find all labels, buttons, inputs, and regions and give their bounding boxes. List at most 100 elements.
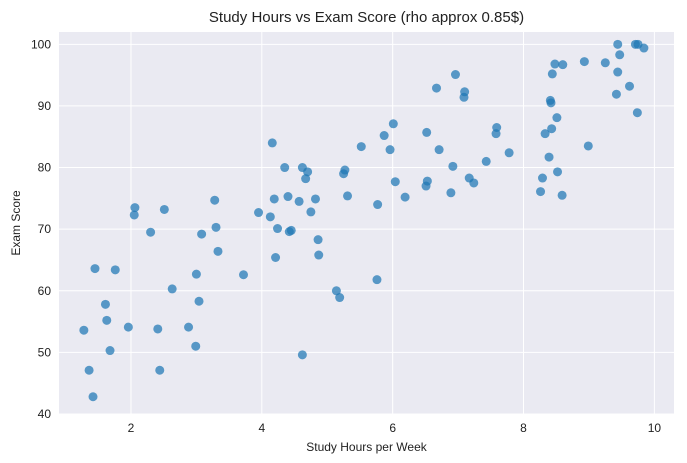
data-point [153,324,163,334]
data-point [306,207,316,217]
x-tick-label: 4 [258,421,265,435]
data-point [388,119,398,129]
data-point [280,163,290,173]
x-tick-label: 2 [128,421,135,435]
data-point [625,81,635,91]
data-point [504,148,514,158]
data-point [194,296,204,306]
data-point [211,222,221,232]
data-point [335,293,345,303]
data-point [546,98,556,108]
data-point [254,208,264,218]
data-point [422,127,432,137]
data-point [167,284,177,294]
data-point [191,341,201,351]
data-point [90,264,100,274]
data-point [267,138,277,148]
data-point [547,69,557,79]
data-point [191,269,201,279]
y-tick-label: 60 [38,284,52,298]
data-point [159,204,169,214]
data-point [343,191,353,201]
data-point [632,108,642,118]
data-point [400,192,410,202]
data-point [639,43,649,53]
data-point [269,194,279,204]
data-point [184,322,194,332]
data-point [450,70,460,80]
data-point [446,188,456,198]
data-point [611,89,621,99]
gridlines [59,32,674,415]
data-point [469,178,479,188]
data-point [294,196,304,206]
y-axis-label: Exam Score [9,190,23,256]
data-point [297,350,307,360]
data-point [434,145,444,155]
data-point [303,167,313,177]
data-point [88,392,98,402]
data-point [492,123,502,132]
data-point [600,58,610,68]
y-tick-label: 50 [38,345,52,359]
x-tick-label: 6 [389,421,396,435]
data-point [340,165,350,175]
data-point [448,161,458,171]
y-tick-label: 70 [38,222,52,236]
data-point [331,286,341,296]
data-point [615,50,625,60]
data-point [536,187,546,197]
x-tick-label: 8 [520,421,527,435]
data-point [105,346,115,356]
data-point [197,229,207,239]
data-point [372,275,382,285]
data-point [373,200,383,210]
data-point [550,59,560,69]
y-tick-label: 100 [31,37,51,51]
data-point [286,225,296,235]
data-point [460,87,470,97]
data-point [422,176,432,186]
y-tick-label: 80 [38,161,52,175]
chart-title: Study Hours vs Exam Score (rho approx 0.… [209,9,524,26]
data-point [553,167,563,177]
data-point [379,131,389,141]
y-tick-label: 90 [38,99,52,113]
data-point [155,365,165,375]
x-tick-label: 10 [648,421,662,435]
data-point [239,270,248,280]
x-axis-label: Study Hours per Week [306,440,427,454]
data-point [213,246,223,256]
data-point [265,212,275,222]
data-point [481,156,491,166]
plot-background [59,32,674,414]
data-points [79,39,649,402]
data-point [210,195,220,205]
data-point [314,250,324,260]
data-point [110,265,120,275]
data-point [84,365,94,375]
data-point [310,194,320,204]
data-point [613,67,623,77]
data-point [552,113,562,123]
data-point [390,177,400,187]
data-point [102,315,112,325]
data-point [283,192,293,202]
data-point [356,142,366,152]
data-point [432,83,442,93]
data-point [579,57,589,67]
y-tick-label: 40 [38,407,52,421]
data-point [301,174,311,184]
data-point [123,322,133,332]
data-point [537,173,547,183]
data-point [273,224,283,234]
y-tick-labels: 40 50 60 70 80 90 100 [31,37,51,421]
data-point [100,299,110,309]
data-point [544,152,554,162]
data-point [146,227,156,237]
data-point [540,129,550,139]
data-point [313,235,323,245]
data-point [79,325,89,335]
x-tick-labels: 2 4 6 8 10 [128,421,662,435]
